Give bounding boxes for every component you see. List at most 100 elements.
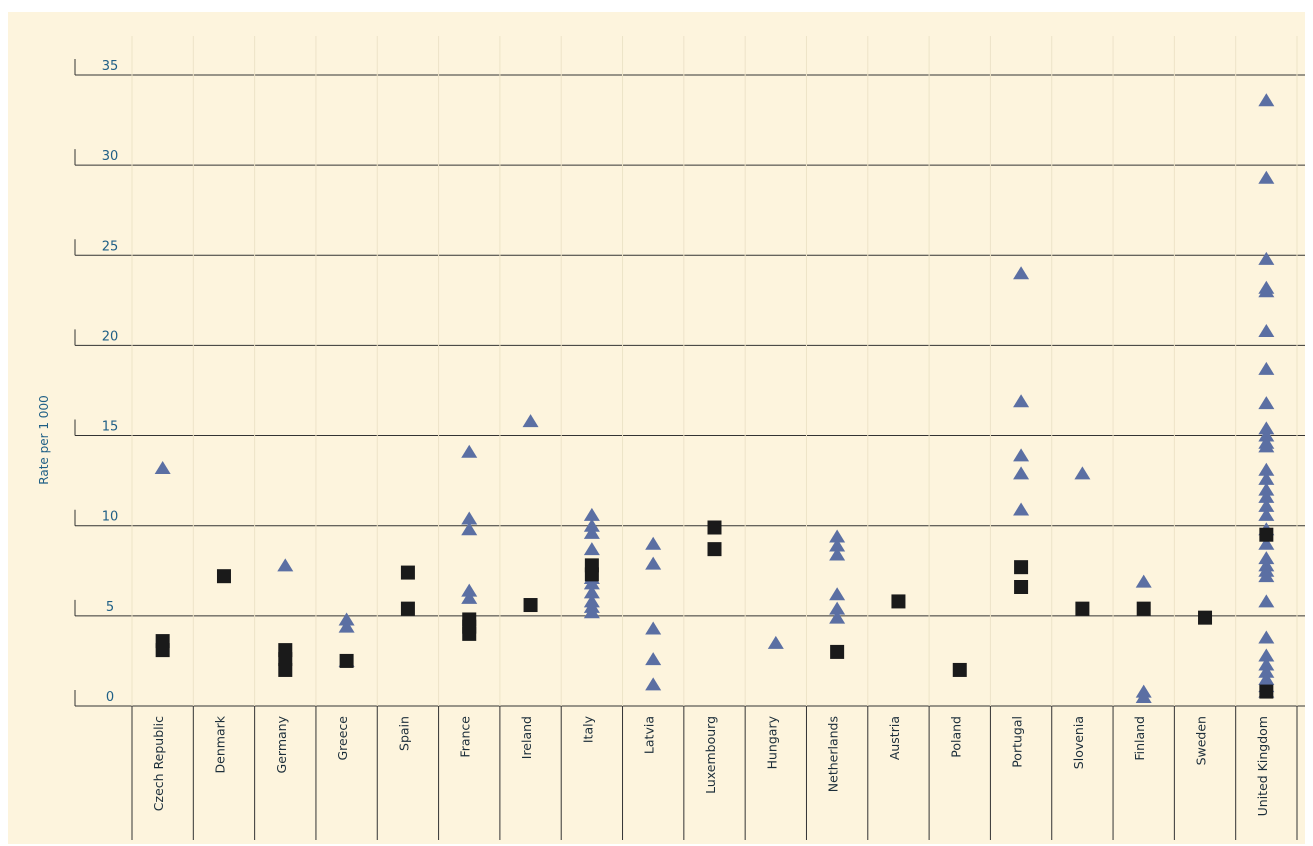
triangle-marker (583, 518, 600, 532)
square-marker (400, 601, 415, 616)
square-marker (278, 662, 293, 677)
triangle-marker (277, 558, 294, 572)
square-marker (707, 542, 722, 557)
square-marker (278, 652, 293, 667)
square-marker (1198, 610, 1213, 625)
triangle-marker (1258, 569, 1275, 583)
x-category-label: Ireland (519, 716, 534, 759)
x-category-label: Germany (274, 715, 289, 773)
triangle-marker (829, 601, 846, 615)
triangle-marker (1258, 551, 1275, 565)
x-category-label: Italy (580, 715, 595, 743)
triangle-marker (645, 536, 662, 550)
triangle-marker (583, 576, 600, 590)
x-category-label: Luxembourg (703, 716, 718, 794)
y-tick-label: 20 (102, 329, 119, 344)
triangle-marker (1135, 689, 1152, 703)
triangle-marker (1258, 482, 1275, 496)
triangle-marker (1258, 507, 1275, 521)
x-category-label: Denmark (212, 715, 227, 773)
triangle-marker (829, 529, 846, 543)
triangle-marker (1013, 394, 1030, 408)
triangle-marker (1258, 489, 1275, 503)
triangle-marker (461, 444, 478, 458)
triangle-marker (1013, 502, 1030, 516)
triangle-marker (1258, 657, 1275, 671)
triangle-marker (1258, 284, 1275, 298)
square-marker (523, 598, 538, 613)
square-marker (1075, 601, 1090, 616)
square-marker (1014, 580, 1029, 595)
triangle-marker (338, 612, 355, 626)
square-marker (952, 662, 967, 677)
triangle-marker (1258, 396, 1275, 410)
y-tick-label: 25 (102, 239, 119, 254)
triangle-marker (1258, 630, 1275, 644)
y-tick-label: 5 (106, 600, 114, 615)
data-points (154, 93, 1275, 703)
triangle-marker (1258, 648, 1275, 662)
x-category-label: Czech Republic (151, 716, 166, 811)
y-tick-label: 10 (102, 510, 119, 525)
triangle-marker (583, 585, 600, 599)
triangle-marker (1074, 466, 1091, 480)
triangle-marker (829, 587, 846, 601)
x-category-label: Poland (948, 716, 963, 758)
triangle-marker (1258, 439, 1275, 453)
triangle-marker (583, 542, 600, 556)
square-marker (339, 653, 354, 668)
x-category-label: United Kingdom (1255, 716, 1270, 816)
triangle-marker (829, 610, 846, 624)
square-marker (584, 567, 599, 582)
triangle-marker (338, 619, 355, 633)
y-tick-label: 0 (106, 690, 114, 705)
triangle-marker (1258, 361, 1275, 375)
triangle-marker (829, 547, 846, 561)
square-marker (1259, 527, 1274, 542)
triangle-marker (1258, 536, 1275, 550)
x-category-label: Slovenia (1071, 716, 1086, 769)
x-category-label: Latvia (642, 716, 657, 754)
y-axis-ticks: 0 5 10 15 20 25 30 35 (102, 59, 119, 705)
x-category-label: Finland (1132, 716, 1147, 761)
triangle-marker (1258, 323, 1275, 337)
square-marker (707, 520, 722, 535)
triangle-marker (461, 522, 478, 536)
triangle-marker (1258, 664, 1275, 678)
triangle-marker (1258, 251, 1275, 265)
triangle-marker (645, 652, 662, 666)
gridlines (74, 36, 1305, 840)
triangle-marker (1013, 266, 1030, 280)
x-axis-categories: Czech Republic Denmark Germany Greece Spain F… (151, 715, 1270, 816)
triangle-marker (522, 414, 539, 428)
triangle-marker (1258, 93, 1275, 107)
triangle-marker (829, 538, 846, 552)
square-marker (830, 644, 845, 659)
triangle-marker (583, 605, 600, 619)
triangle-marker (1013, 466, 1030, 480)
triangle-marker (461, 590, 478, 604)
x-category-label: Spain (396, 716, 411, 751)
triangle-marker (645, 621, 662, 635)
x-category-label: France (458, 716, 473, 758)
x-category-label: Sweden (1194, 716, 1209, 765)
x-category-label: Portugal (1010, 716, 1025, 768)
x-category-label: Hungary (764, 715, 779, 769)
triangle-marker (1258, 471, 1275, 485)
y-tick-label: 30 (102, 149, 119, 164)
triangle-marker (1258, 428, 1275, 442)
square-marker (1259, 684, 1274, 699)
triangle-marker (1258, 594, 1275, 608)
triangle-marker (645, 556, 662, 570)
triangle-marker (1258, 498, 1275, 512)
square-marker (1136, 601, 1151, 616)
triangle-marker (583, 525, 600, 539)
triangle-marker (461, 583, 478, 597)
square-marker (216, 569, 231, 584)
y-tick-label: 35 (102, 59, 119, 74)
square-marker (1014, 560, 1029, 575)
y-tick-label: 15 (102, 420, 119, 435)
triangle-marker (645, 677, 662, 691)
square-marker (462, 626, 477, 641)
